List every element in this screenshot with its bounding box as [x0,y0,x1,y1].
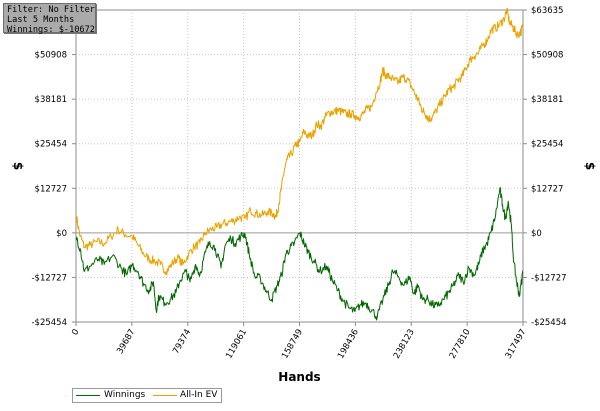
x-tick-label: 79374 [171,328,193,356]
y-tick-label-right: $0 [531,229,542,239]
x-tick-label: 198436 [336,328,361,361]
filter-label: Filter: No Filter [7,5,95,15]
legend-swatch-winnings [76,395,100,396]
y-tick-label-left: $25454 [35,140,67,150]
legend: Winnings All-In EV [72,388,222,403]
y-tick-label-left: -$12727 [31,273,67,283]
x-tick-label: 158749 [280,328,305,361]
legend-swatch-allin-ev [153,395,177,396]
y-tick-label-left: $50908 [35,51,67,61]
y-tick-label-left: -$25454 [31,318,67,328]
legend-label-allin-ev: All-In EV [180,390,218,400]
y-tick-label-right: -$25454 [531,318,567,328]
x-tick-label: 238123 [392,328,417,361]
x-tick-label: 0 [70,328,81,338]
winnings-label: Winnings: $-10672.12 [7,25,95,35]
x-tick-label: 39687 [115,328,137,356]
x-tick-label: 119061 [224,328,249,361]
y-tick-label-left: $0 [56,229,67,239]
x-axis-title: Hands [278,370,320,384]
legend-label-winnings: Winnings [104,390,146,400]
series-line-all-in-ev [76,8,523,276]
x-tick-label: 277810 [448,328,473,361]
y-tick-label-right: $63635 [531,6,563,16]
x-tick-label: 317497 [504,328,529,361]
filter-info-box: Filter: No Filter Last 5 Months Winnings… [3,3,96,35]
y-tick-label-right: $25454 [531,140,563,150]
y-tick-label-right: $38181 [531,95,563,105]
y-tick-label-left: $12727 [35,184,67,194]
y-tick-label-right: $50908 [531,51,563,61]
y-tick-label-left: $38181 [35,95,67,105]
series-line-winnings [76,186,523,321]
y-axis-title-right: $ [583,162,597,170]
y-axis-title-left: $ [11,162,25,170]
y-tick-label-right: -$12727 [531,273,567,283]
y-tick-label-right: $12727 [531,184,563,194]
period-label: Last 5 Months [7,15,75,25]
